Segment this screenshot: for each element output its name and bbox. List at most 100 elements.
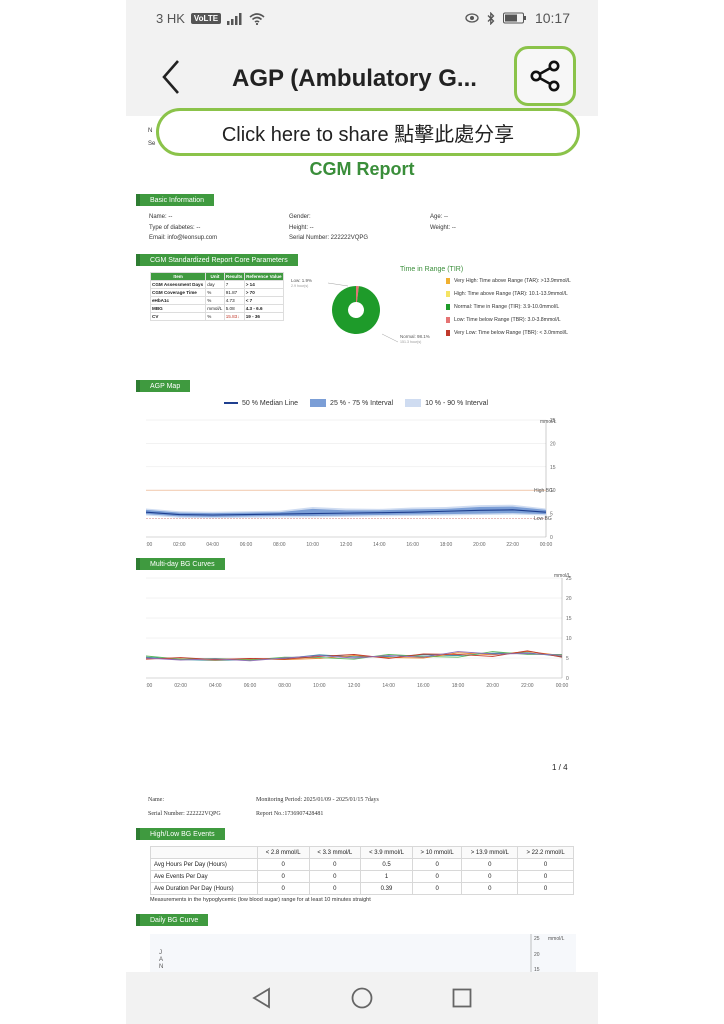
page-title: AGP (Ambulatory G... <box>232 65 477 92</box>
agp-chart: 0 5 10 15 20 25 00:00 02:00 04:00 06:00 08:00 10:00… <box>146 418 556 548</box>
multiday-chart: 0 5 10 15 20 25 00:00 02:00 04:00 06:00 08:00 10:00… <box>146 576 572 689</box>
x-tick-label: 00:00 <box>556 683 569 689</box>
back-button[interactable] <box>156 56 188 98</box>
tir-legend-swatch <box>446 330 450 336</box>
x-tick-label: 20:00 <box>486 683 499 689</box>
core-cell: % <box>205 296 225 305</box>
legend-iqr-label: 25 % - 75 % Interval <box>330 399 394 407</box>
daily-unit: mmol/L <box>548 936 565 942</box>
share-button[interactable] <box>514 46 576 106</box>
events-header-cell: > 10 mmol/L <box>411 846 463 859</box>
x-tick-label: 06:00 <box>240 542 253 548</box>
serial-fragment: Se <box>148 141 156 147</box>
core-cell: CGM Coverage Time <box>149 288 207 297</box>
p2-name: Name: <box>148 797 164 803</box>
clock: 10:17 <box>534 10 570 26</box>
events-cell: 0 <box>256 870 310 883</box>
field-name: Name: -- <box>149 214 173 220</box>
legend-median-label: 50 % Median Line <box>242 399 299 407</box>
x-tick-label: 12:00 <box>348 683 361 689</box>
tir-legend-swatch <box>446 317 450 323</box>
daily-chart-area <box>150 934 576 972</box>
core-cell: mmol/L <box>205 304 225 313</box>
nav-home-icon[interactable] <box>348 984 376 1012</box>
core-cell: 7 <box>223 280 245 289</box>
field-weight: Weight: -- <box>430 225 456 231</box>
section-agp-map: AGP Map <box>136 380 191 392</box>
core-cell: > 70 <box>243 288 285 297</box>
events-row: Avg Hours Per Day (Hours) 0 0 0.5 0 0 0 <box>150 858 574 871</box>
page-number: 1 / 4 <box>552 763 568 772</box>
y-tick-label: 20 <box>550 441 556 447</box>
core-cell: 4.3 - 6.6 <box>243 304 285 313</box>
daily-tick-25: 25 <box>534 936 540 942</box>
y-tick-label: 0 <box>566 676 569 682</box>
core-cell: eHbA1c <box>149 296 207 305</box>
tir-legend-swatch <box>446 291 450 297</box>
core-row: CV% 15.83↓ 19 - 36 <box>149 312 285 321</box>
core-cell: 15.83↓ <box>223 312 245 321</box>
y-tick-label: 5 <box>550 512 553 518</box>
events-cell: 0.39 <box>360 882 413 895</box>
core-cell: 5.08 <box>223 304 245 313</box>
report-document[interactable]: N Se CGM Report Basic Information Name: … <box>126 116 598 972</box>
report-title: CGM Report <box>309 159 415 179</box>
events-cell: 0 <box>411 882 463 895</box>
section-label: Daily BG Curve <box>140 914 209 926</box>
tir-normal-sub: 151.3 hour(s) <box>400 340 422 344</box>
agp-unit: mmol/L <box>540 419 557 425</box>
events-cell: Avg Hours Per Day (Hours) <box>150 858 258 871</box>
core-row: eHbA1c% 4.73 < 7 <box>149 296 285 305</box>
events-cell: 0 <box>517 858 574 871</box>
tir-legend-text: Very Low: Time below Range (TBR): < 3.0m… <box>454 330 569 336</box>
daily-side-label: JAN <box>159 950 164 970</box>
tir-slice-normal <box>332 286 380 334</box>
x-tick-label: 18:00 <box>452 683 465 689</box>
field-height: Height: -- <box>289 225 314 231</box>
tir-donut-chart <box>327 282 399 343</box>
events-cell: 0.5 <box>360 858 413 871</box>
events-cell: 0 <box>517 870 574 883</box>
events-row: Ave Events Per Day 0 0 1 0 0 0 <box>150 870 574 883</box>
y-tick-label: 10 <box>550 488 556 494</box>
x-tick-label: 16:00 <box>406 542 419 548</box>
core-row: MBG mmol/L 5.08 4.3 - 6.6 <box>149 304 285 313</box>
section-basic-info: Basic Information <box>136 194 215 206</box>
name-fragment: N <box>148 128 153 134</box>
events-cell: 0 <box>461 882 519 895</box>
agp-median-line <box>146 509 547 516</box>
events-header-cell: < 3.3 mmol/L <box>308 846 362 859</box>
share-hint-banner[interactable]: Click here to share 點擊此處分享 <box>156 108 580 156</box>
x-tick-label: 10:00 <box>313 683 326 689</box>
tir-legend-item: High: Time above Range (TAR): 10.1-13.9m… <box>446 291 568 297</box>
events-header-cell: > 22.2 mmol/L <box>517 846 574 859</box>
section-multiday: Multi-day BG Curves <box>136 558 225 570</box>
events-row: Ave Duration Per Day (Hours) 0 0 0.39 0 0 0 <box>150 882 574 895</box>
legend-outer: 10 % - 90 % Interval <box>405 399 488 407</box>
core-cell: 91.87 <box>223 288 245 297</box>
y-tick-label: 25 <box>550 418 556 424</box>
nav-back-icon[interactable] <box>248 984 276 1012</box>
navigation-bar <box>126 972 598 1024</box>
core-cell: 4.73 <box>223 296 245 305</box>
tir-legend-swatch <box>446 278 450 284</box>
x-tick-label: 10:00 <box>306 542 319 548</box>
eye-comfort-icon <box>465 13 479 23</box>
core-cell: CV <box>149 312 207 321</box>
nav-recents-icon[interactable] <box>448 984 476 1012</box>
tir-legend-swatch <box>446 304 450 310</box>
tir-slice-low <box>356 286 359 303</box>
tir-legend-text: High: Time above Range (TAR): 10.1-13.9m… <box>454 291 568 297</box>
phone-screen: 3 HK VoLTE 10:17 <box>126 0 598 1024</box>
volte-badge: VoLTE <box>190 13 222 24</box>
events-cell: 0 <box>411 858 463 871</box>
tir-legend-text: Low: Time below Range (TBR): 3.0-3.8mmol… <box>454 317 561 323</box>
field-serial: Serial Number: 222222VQPG <box>289 235 369 241</box>
chevron-left-icon <box>162 60 179 94</box>
core-cell: CGM Assessment Days <box>149 280 207 289</box>
field-age: Age: -- <box>430 214 449 220</box>
x-tick-label: 22:00 <box>506 542 519 548</box>
p2-serial: Serial Number: 222222VQPG <box>148 811 221 817</box>
events-cell: 0 <box>308 870 362 883</box>
carrier-label: 3 HK <box>156 11 185 26</box>
